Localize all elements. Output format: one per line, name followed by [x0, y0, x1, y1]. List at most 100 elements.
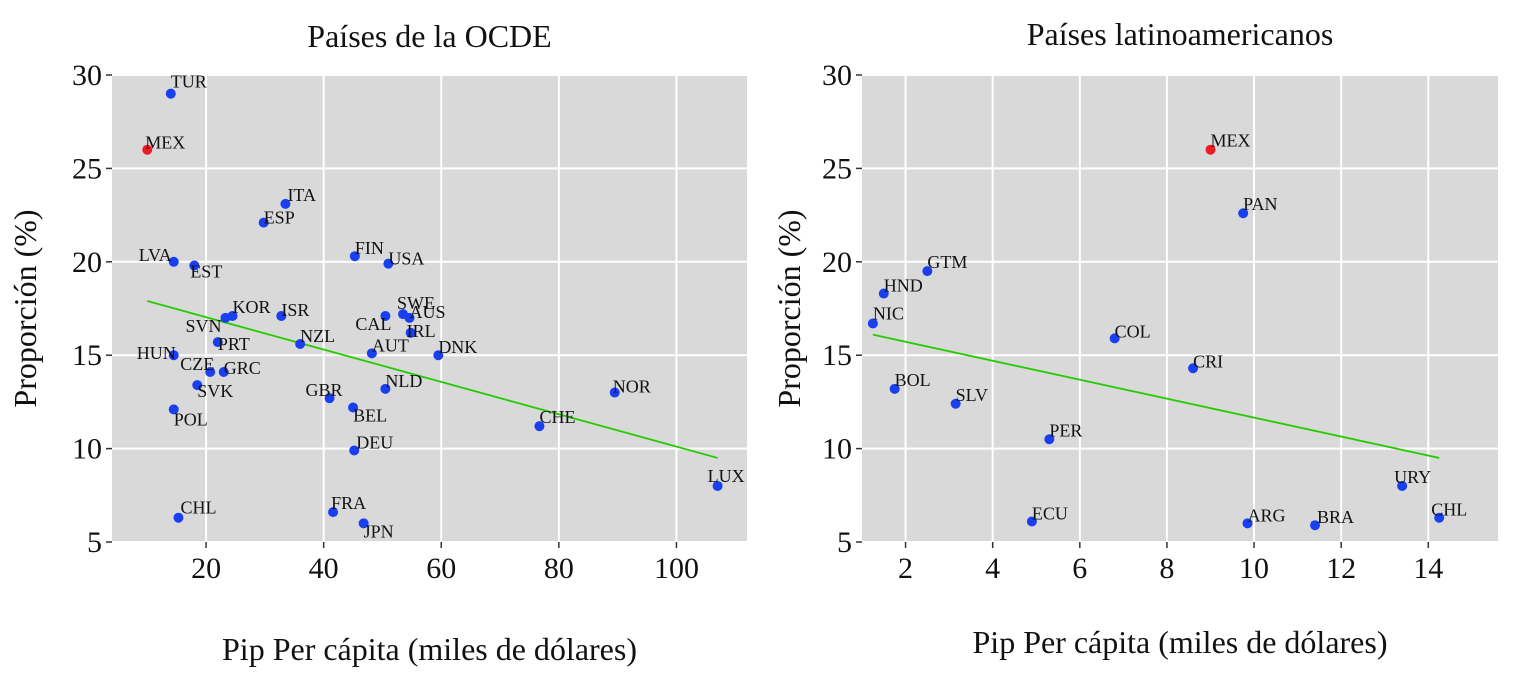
- data-point-ecu: [1026, 516, 1037, 527]
- data-point-nzl: [295, 338, 306, 349]
- point-label-kor: KOR: [233, 297, 271, 317]
- y-tick-label: 5: [87, 526, 102, 559]
- y-tick-label: 25: [72, 152, 102, 185]
- data-point-cri: [1188, 363, 1199, 374]
- data-point-hnd: [878, 288, 889, 299]
- point-label-mex: MEX: [145, 133, 185, 153]
- y-tick-label: 5: [837, 526, 852, 559]
- point-label-fra: FRA: [331, 493, 366, 513]
- point-label-fin: FIN: [355, 238, 384, 258]
- data-point-nic: [867, 318, 878, 329]
- point-label-pan: PAN: [1243, 194, 1277, 214]
- point-label-mex: MEX: [1210, 131, 1250, 151]
- data-point-chl: [1434, 512, 1445, 523]
- data-point-svk: [192, 380, 203, 391]
- point-label-cze: CZE: [180, 354, 214, 374]
- point-label-ita: ITA: [287, 185, 316, 205]
- point-label-tur: TUR: [171, 72, 207, 92]
- point-label-nor: NOR: [613, 377, 651, 397]
- chart-title: Países latinoamericanos: [1027, 16, 1334, 52]
- x-tick-label: 12: [1326, 552, 1356, 585]
- x-tick-label: 40: [309, 552, 339, 585]
- data-point-prt: [212, 337, 223, 348]
- point-label-bra: BRA: [1317, 507, 1354, 527]
- plot-panel: [112, 75, 747, 542]
- y-tick-label: 15: [822, 339, 852, 372]
- data-point-slv: [950, 398, 961, 409]
- data-point-cze: [205, 367, 216, 378]
- data-point-deu: [349, 445, 360, 456]
- point-label-chl: CHL: [1431, 500, 1467, 520]
- y-tick-label: 25: [822, 152, 852, 185]
- plot-panel: [862, 75, 1498, 542]
- data-point-aus: [404, 312, 415, 323]
- point-label-arg: ARG: [1248, 505, 1286, 525]
- point-label-per: PER: [1049, 420, 1082, 440]
- data-point-dnk: [433, 350, 444, 361]
- point-label-grc: GRC: [224, 358, 261, 378]
- x-axis-label: Pip Per cápita (miles de dólares): [222, 631, 637, 667]
- y-tick-label: 20: [72, 246, 102, 279]
- x-tick-label: 80: [544, 552, 574, 585]
- data-point-che: [534, 421, 545, 432]
- x-tick-label: 10: [1239, 552, 1269, 585]
- point-label-bol: BOL: [895, 370, 931, 390]
- x-tick-label: 2: [898, 552, 913, 585]
- data-point-mex: [142, 144, 153, 155]
- data-point-ury: [1397, 480, 1408, 491]
- data-point-arg: [1242, 518, 1253, 529]
- point-label-col: COL: [1115, 321, 1151, 341]
- data-point-cal: [380, 310, 391, 321]
- point-label-pol: POL: [174, 409, 208, 429]
- data-point-tur: [165, 88, 176, 99]
- point-label-usa: USA: [388, 249, 424, 269]
- data-point-mex: [1205, 144, 1216, 155]
- y-tick-label: 10: [72, 433, 102, 466]
- data-point-svn: [220, 312, 231, 323]
- point-label-aus: AUS: [410, 302, 446, 322]
- y-tick-label: 30: [822, 59, 852, 92]
- point-label-slv: SLV: [956, 385, 988, 405]
- point-label-ury: URY: [1394, 467, 1431, 487]
- data-point-ita: [280, 198, 291, 209]
- point-label-irl: IRL: [407, 321, 436, 341]
- point-label-hun: HUN: [137, 343, 176, 363]
- x-tick-label: 8: [1159, 552, 1174, 585]
- data-point-col: [1109, 333, 1120, 344]
- x-tick-label: 14: [1413, 552, 1443, 585]
- data-point-esp: [258, 217, 269, 228]
- point-label-deu: DEU: [356, 432, 393, 452]
- chart-title: Países de la OCDE: [307, 18, 551, 54]
- point-label-che: CHE: [539, 407, 575, 427]
- y-tick-label: 10: [822, 433, 852, 466]
- y-axis-label: Proporción (%): [7, 209, 43, 407]
- chart-ocde: 5 10 15 20 25 30 20 40 60 80 100 TUR MEX ITA ESP FINUSA…: [7, 18, 747, 667]
- data-point-aut: [366, 348, 377, 359]
- x-tick-label: 100: [654, 552, 699, 585]
- point-label-lva: LVA: [139, 245, 172, 265]
- data-point-lva: [168, 256, 179, 267]
- data-point-nld: [380, 383, 391, 394]
- data-point-bol: [889, 383, 900, 394]
- point-label-isr: ISR: [281, 300, 309, 320]
- point-label-est: EST: [190, 262, 222, 282]
- x-tick-label: 6: [1072, 552, 1087, 585]
- x-axis-label: Pip Per cápita (miles de dólares): [973, 624, 1388, 660]
- y-axis-label: Proporción (%): [771, 209, 807, 407]
- point-label-gtm: GTM: [927, 252, 967, 272]
- point-label-svn: SVN: [185, 316, 221, 336]
- data-point-pol: [168, 404, 179, 415]
- data-point-per: [1044, 434, 1055, 445]
- x-tick-label: 20: [191, 552, 221, 585]
- data-point-fin: [349, 251, 360, 262]
- y-tick-label: 20: [822, 246, 852, 279]
- x-tick-label: 60: [426, 552, 456, 585]
- point-label-bel: BEL: [353, 406, 387, 426]
- point-label-svk: SVK: [197, 381, 233, 401]
- data-point-hun: [168, 350, 179, 361]
- data-point-bra: [1310, 520, 1321, 531]
- point-label-nld: NLD: [385, 371, 422, 391]
- data-point-gbr: [324, 393, 335, 404]
